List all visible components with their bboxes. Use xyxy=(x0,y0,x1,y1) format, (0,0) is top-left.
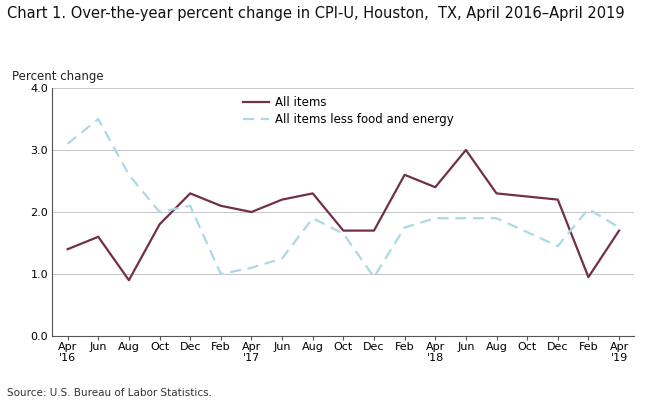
All items less food and energy xyxy=(462,216,470,221)
All items xyxy=(523,194,531,199)
All items xyxy=(94,234,102,239)
All items less food and energy xyxy=(156,210,164,214)
All items less food and energy xyxy=(247,266,255,270)
All items less food and energy xyxy=(401,225,409,230)
All items xyxy=(63,247,71,252)
All items xyxy=(401,172,409,177)
All items less food and energy xyxy=(94,117,102,122)
All items xyxy=(585,275,593,280)
Line: All items less food and energy: All items less food and energy xyxy=(67,119,619,277)
Legend: All items, All items less food and energy: All items, All items less food and energ… xyxy=(243,96,454,126)
All items less food and energy xyxy=(217,272,225,276)
All items xyxy=(156,222,164,227)
All items xyxy=(278,197,286,202)
All items less food and energy xyxy=(186,203,194,208)
All items xyxy=(247,210,255,214)
All items xyxy=(339,228,347,233)
All items xyxy=(217,203,225,208)
All items xyxy=(370,228,378,233)
All items less food and energy xyxy=(585,206,593,211)
All items less food and energy xyxy=(432,216,439,221)
All items less food and energy xyxy=(278,256,286,261)
All items xyxy=(125,278,133,282)
All items xyxy=(432,185,439,190)
All items xyxy=(186,191,194,196)
All items less food and energy xyxy=(125,172,133,177)
All items xyxy=(554,197,562,202)
Text: Percent change: Percent change xyxy=(12,70,103,83)
All items less food and energy xyxy=(339,231,347,236)
All items less food and energy xyxy=(615,225,623,230)
Text: Source: U.S. Bureau of Labor Statistics.: Source: U.S. Bureau of Labor Statistics. xyxy=(7,388,211,398)
All items less food and energy xyxy=(370,275,378,280)
All items xyxy=(492,191,500,196)
All items xyxy=(462,148,470,152)
All items less food and energy xyxy=(492,216,500,221)
All items xyxy=(615,228,623,233)
Text: Chart 1. Over-the-year percent change in CPI-U, Houston,  TX, April 2016–April 2: Chart 1. Over-the-year percent change in… xyxy=(7,6,624,21)
All items less food and energy xyxy=(63,141,71,146)
All items less food and energy xyxy=(309,216,317,221)
Line: All items: All items xyxy=(67,150,619,280)
All items xyxy=(309,191,317,196)
All items less food and energy xyxy=(554,244,562,248)
